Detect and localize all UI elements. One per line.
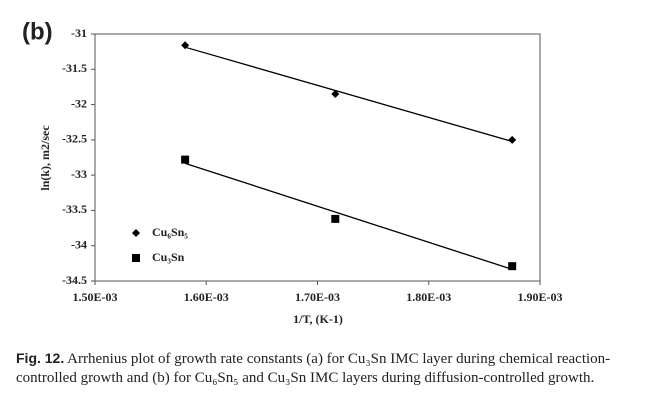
caption: Fig. 12. Arrhenius plot of growth rate c…	[16, 349, 616, 388]
y-axis-label: ln(k), m2/sec	[38, 125, 52, 191]
y-tick-label: -31.5	[62, 61, 87, 75]
trend-line	[184, 46, 513, 143]
y-tick-label: -32	[71, 96, 87, 110]
caption-text: Arrhenius plot of growth rate constants …	[16, 351, 611, 386]
y-tick-label: -32.5	[62, 132, 87, 146]
data-point	[181, 155, 190, 164]
data-point	[331, 89, 340, 98]
legend-label: Cu₃Sn	[152, 250, 185, 264]
legend-marker	[132, 254, 140, 262]
legend-label: Cu₆Sn₅	[152, 225, 188, 239]
x-tick-label: 1.70E-03	[295, 290, 340, 304]
y-tick-label: -34.5	[62, 273, 87, 287]
chart: (b) 1/T, (K-1) ln(k), m2/sec -31 -31.5 -32…	[22, 18, 563, 326]
data-point	[508, 262, 517, 271]
y-tick-label: -34	[71, 237, 87, 251]
x-tick-label: 1.90E-03	[518, 290, 563, 304]
panel-label: (b)	[22, 18, 53, 45]
caption-label: Fig. 12.	[16, 350, 65, 366]
trend-line	[184, 162, 513, 270]
data-point	[331, 214, 340, 223]
x-tick-label: 1.60E-03	[184, 290, 229, 304]
x-tick-label: 1.50E-03	[73, 290, 118, 304]
y-tick-label: -33.5	[62, 202, 87, 216]
x-tick-label: 1.80E-03	[406, 290, 451, 304]
y-tick-label: -33	[71, 167, 87, 181]
legend-marker	[132, 229, 140, 237]
x-axis-label: 1/T, (K-1)	[293, 312, 343, 326]
y-tick-label: -31	[71, 26, 87, 40]
data-point	[181, 41, 190, 50]
plot-frame	[94, 33, 541, 282]
data-point	[508, 135, 517, 144]
